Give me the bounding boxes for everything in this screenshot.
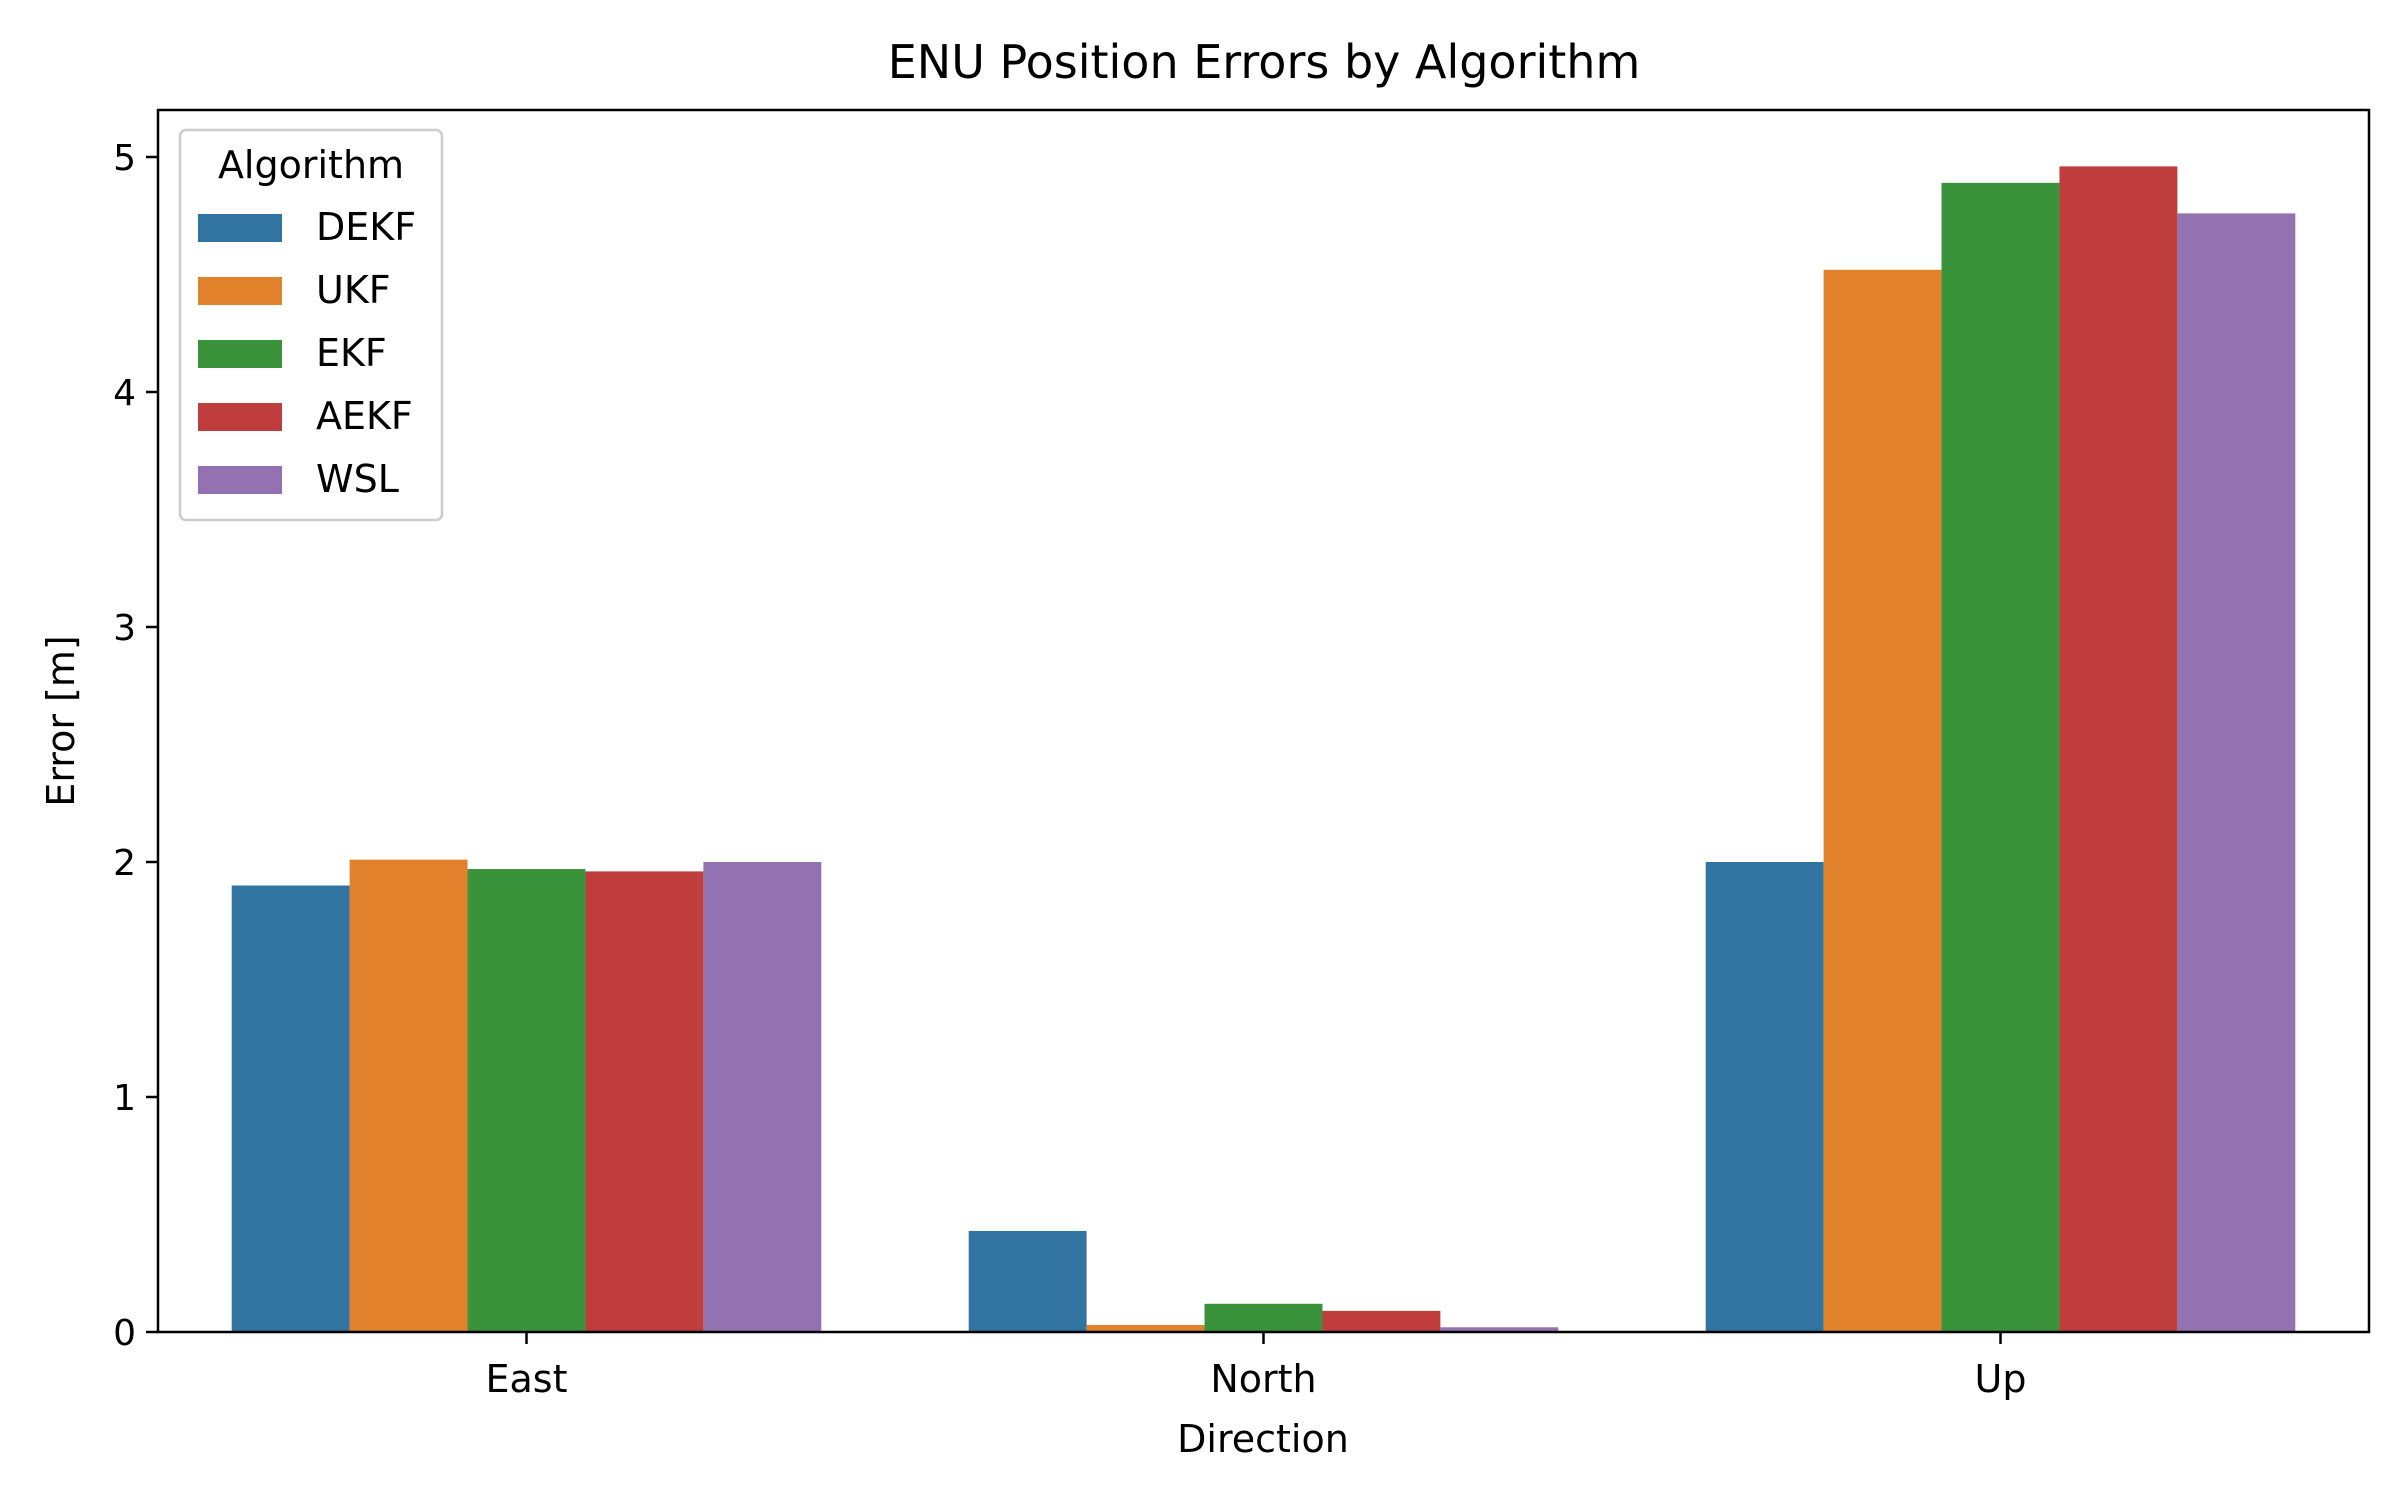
chart-title: ENU Position Errors by Algorithm bbox=[888, 35, 1641, 89]
bar-aekf-east bbox=[585, 871, 704, 1332]
legend-swatch-aekf bbox=[198, 403, 282, 431]
x-tick-label: North bbox=[1210, 1357, 1316, 1401]
bar-dekf-east bbox=[231, 885, 350, 1332]
legend: Algorithm DEKF UKF EKF AEKF WSL bbox=[178, 128, 444, 522]
bar-ekf-up bbox=[1941, 182, 2060, 1333]
bar-aekf-north bbox=[1322, 1310, 1441, 1332]
plot-frame bbox=[156, 108, 2371, 1334]
x-axis-label: Direction bbox=[1177, 1417, 1349, 1461]
legend-label-dekf: DEKF bbox=[316, 205, 416, 249]
legend-label-wsl: WSL bbox=[316, 457, 399, 501]
legend-label-aekf: AEKF bbox=[316, 394, 413, 438]
y-tick-label: 2 bbox=[113, 843, 136, 884]
bar-wsl-east bbox=[703, 862, 822, 1332]
y-tick-label: 0 bbox=[113, 1313, 136, 1354]
bar-wsl-north bbox=[1440, 1327, 1559, 1332]
bar-dekf-up bbox=[1705, 862, 1824, 1332]
y-tick-label: 5 bbox=[113, 138, 136, 179]
bar-ukf-north bbox=[1086, 1324, 1205, 1332]
legend-title: Algorithm bbox=[218, 143, 404, 187]
bar-ukf-up bbox=[1823, 269, 1942, 1332]
y-axis-label: Error [m] bbox=[39, 635, 83, 806]
y-tick-label: 1 bbox=[113, 1078, 136, 1119]
y-tick-label: 4 bbox=[113, 373, 136, 414]
legend-swatch-dekf bbox=[198, 214, 282, 242]
bar-ekf-east bbox=[467, 869, 586, 1332]
legend-frame bbox=[178, 128, 444, 522]
legend-label-ekf: EKF bbox=[316, 331, 387, 375]
bar-aekf-up bbox=[2059, 166, 2178, 1332]
legend-swatch-ekf bbox=[198, 340, 282, 368]
x-axis: East North Up bbox=[486, 1332, 2027, 1401]
y-tick-label: 3 bbox=[113, 608, 136, 649]
x-tick-label: East bbox=[486, 1357, 568, 1401]
y-axis: 0 1 2 3 4 5 bbox=[113, 138, 158, 1354]
legend-label-ukf: UKF bbox=[316, 268, 391, 312]
x-tick-label: Up bbox=[1975, 1357, 2027, 1401]
legend-swatch-wsl bbox=[198, 466, 282, 494]
bars-group bbox=[231, 166, 2296, 1333]
bar-wsl-up bbox=[2177, 213, 2296, 1332]
legend-swatch-ukf bbox=[198, 277, 282, 305]
bar-dekf-north bbox=[968, 1230, 1087, 1332]
bar-ekf-north bbox=[1204, 1303, 1323, 1332]
bar-ukf-east bbox=[349, 859, 468, 1332]
